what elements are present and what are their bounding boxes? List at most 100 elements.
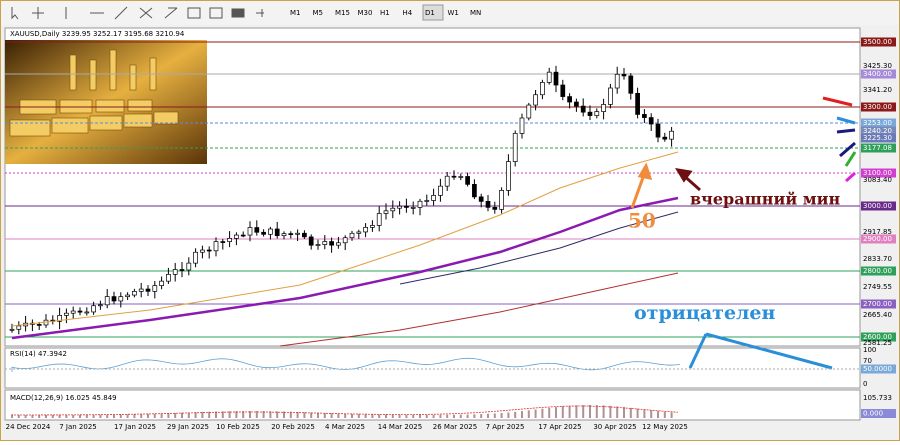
candle-body [642, 114, 647, 118]
candle-body [227, 238, 232, 242]
timeframe-button[interactable]: MN [470, 9, 481, 17]
date-label: 17 Apr 2025 [538, 423, 581, 431]
candle-body [438, 185, 443, 196]
candle-body [9, 328, 15, 331]
symbol-header: XAUUSD,Daily 3239.95 3252.17 3195.68 321… [10, 30, 185, 38]
candle-body [16, 325, 22, 330]
candle-body [349, 232, 355, 239]
candle-body [465, 176, 470, 185]
price-tag [861, 332, 896, 342]
price-label: 3240.20 [863, 127, 892, 135]
candle-body [444, 175, 450, 187]
rsi-label: 70 [863, 357, 872, 365]
price-tag [861, 266, 896, 276]
price-label: 3400.00 [863, 70, 892, 78]
candle-body [383, 210, 389, 214]
active-timeframe [422, 4, 444, 21]
date-label: 7 Jan 2025 [59, 423, 97, 431]
price-tag [861, 143, 896, 153]
candle-body [499, 190, 504, 210]
candle-body [200, 249, 205, 253]
macd-header: MACD(12,26,9) 16.025 45.849 [10, 394, 117, 402]
candle-body [662, 136, 668, 140]
low-annotation: вчерашний мин [690, 190, 841, 209]
date-label: 7 Apr 2025 [486, 423, 525, 431]
macd-label: 0.000 [863, 410, 883, 418]
candle-body [635, 92, 640, 115]
candle-body [322, 241, 328, 245]
candle-body [111, 296, 117, 302]
toolbar [1, 1, 899, 25]
gold-image [5, 40, 207, 164]
timeframe-button[interactable]: M1 [290, 9, 301, 17]
candle-body [492, 207, 498, 210]
candle-body [145, 288, 151, 292]
candle-body [410, 207, 416, 209]
candle-body [220, 241, 226, 243]
date-label: 26 Mar 2025 [433, 423, 477, 431]
timeframe-button[interactable]: H4 [403, 9, 413, 17]
date-label: 12 May 2025 [642, 423, 688, 431]
timeframe-button[interactable]: H1 [380, 9, 390, 17]
candle-body [254, 227, 260, 233]
candle-body [431, 195, 436, 201]
candle-body [247, 227, 253, 236]
timeframe-button[interactable]: M30 [358, 9, 373, 17]
timeframe-button[interactable]: M15 [335, 9, 350, 17]
candle-body [376, 213, 382, 226]
candle-body [458, 176, 464, 178]
rsi-label: 50.0000 [863, 365, 892, 373]
candle-body [397, 205, 402, 209]
candle-body [356, 231, 362, 234]
ma-annotation: 50 [628, 209, 656, 233]
candle-body [628, 75, 634, 94]
price-label: 2749.55 [863, 283, 892, 291]
candle-body [98, 304, 103, 307]
date-label: 24 Dec 2024 [6, 423, 51, 431]
candle-body [274, 228, 280, 237]
price-tag [861, 118, 896, 128]
timeframe-button[interactable]: W1 [448, 9, 459, 17]
timeframe-button[interactable]: D1 [425, 9, 435, 17]
candle-body [152, 285, 158, 292]
candle-body [70, 310, 76, 314]
candle-body [234, 234, 239, 239]
price-label: 2917.85 [863, 228, 892, 236]
candle-body [84, 311, 90, 314]
candle-body [580, 105, 586, 113]
date-label: 29 Jan 2025 [167, 423, 209, 431]
price-tag [861, 168, 896, 178]
price-label: 3425.30 [863, 62, 892, 70]
timeframes: M1 M5 M15 M30 H1 H4 D1 W1 MN [290, 4, 481, 21]
candle-body [57, 315, 62, 322]
candle-body [125, 294, 130, 298]
toolbar-icons [11, 6, 264, 20]
candle-body [648, 117, 654, 125]
price-label: 3177.08 [863, 144, 892, 152]
candle-body [77, 310, 83, 313]
candle-body [213, 241, 219, 252]
price-label: 3341.20 [863, 86, 892, 94]
candle-body [485, 201, 491, 208]
candle-body [526, 104, 532, 119]
candle-body [533, 94, 538, 106]
candle-body [655, 123, 661, 138]
candle-body [336, 242, 341, 246]
candle-body [91, 305, 96, 313]
candle-body [669, 130, 674, 140]
moving-average [279, 272, 679, 347]
price-label: 2700.00 [863, 300, 892, 308]
price-label: 2600.00 [863, 333, 892, 341]
rsi-panel [4, 347, 861, 389]
rsi-label: 100 [863, 346, 876, 354]
candle-body [587, 111, 593, 116]
timeframe-button[interactable]: M5 [313, 9, 324, 17]
candle-body [574, 101, 579, 107]
candle-body [295, 232, 300, 235]
candle-body [506, 161, 511, 191]
rsi-line [11, 357, 681, 372]
candle-body [64, 312, 69, 316]
price-label: 3083.40 [863, 176, 892, 184]
date-label: 17 Jan 2025 [114, 423, 156, 431]
